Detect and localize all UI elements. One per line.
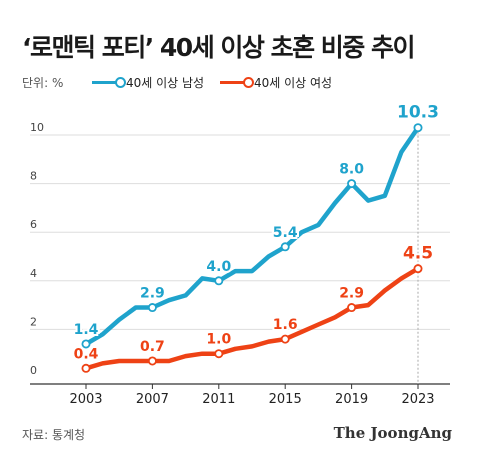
brand-logo: The JoongAng <box>334 424 452 442</box>
x-tick-label: 2015 <box>269 392 302 407</box>
y-tick-label: 0 <box>30 364 37 377</box>
female-data-label: 1.0 <box>206 332 231 348</box>
y-tick-label: 8 <box>30 170 37 183</box>
female-data-point <box>215 350 222 357</box>
male-series-line <box>86 128 418 344</box>
male-data-label: 5.4 <box>273 225 298 241</box>
male-data-label: 1.4 <box>74 322 99 338</box>
male-data-point <box>215 277 222 284</box>
x-tick-label: 2023 <box>401 392 434 407</box>
male-data-point <box>348 180 355 187</box>
male-data-point <box>282 243 289 250</box>
female-data-point <box>414 265 421 272</box>
female-data-label: 4.5 <box>403 244 433 264</box>
female-data-label: 2.9 <box>339 286 364 302</box>
male-data-point <box>414 124 421 131</box>
x-tick-label: 2003 <box>69 392 102 407</box>
male-data-label: 8.0 <box>339 162 364 178</box>
female-data-point <box>82 365 89 372</box>
female-data-label: 0.7 <box>140 339 165 355</box>
y-tick-label: 2 <box>30 315 37 328</box>
x-tick-label: 2011 <box>202 392 235 407</box>
source-note: 자료: 통계청 <box>22 426 85 443</box>
female-data-point <box>149 357 156 364</box>
male-data-point <box>149 304 156 311</box>
x-tick-label: 2019 <box>335 392 368 407</box>
female-series-line <box>86 269 418 369</box>
female-data-label: 0.4 <box>74 346 99 362</box>
x-tick-label: 2007 <box>136 392 169 407</box>
y-tick-label: 6 <box>30 218 37 231</box>
female-data-point <box>282 336 289 343</box>
y-tick-label: 4 <box>30 267 37 280</box>
female-data-point <box>348 304 355 311</box>
female-data-label: 1.6 <box>273 317 298 333</box>
male-data-label: 2.9 <box>140 286 165 302</box>
male-data-label: 10.3 <box>397 103 439 123</box>
male-data-label: 4.0 <box>206 259 231 275</box>
y-tick-label: 10 <box>30 121 44 134</box>
